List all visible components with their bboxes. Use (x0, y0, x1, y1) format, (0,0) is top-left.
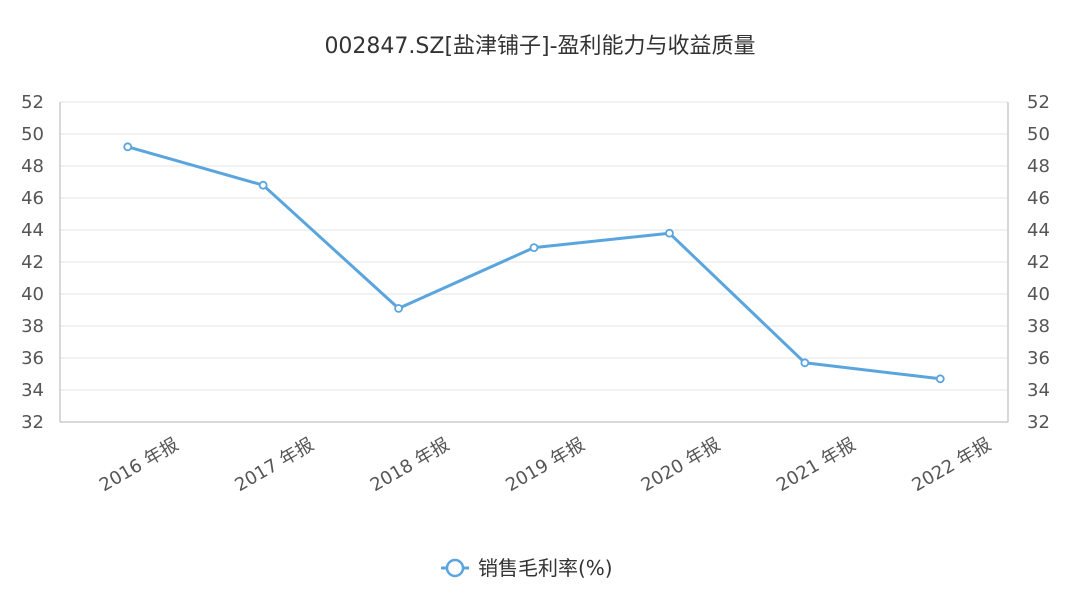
left-y-axis-ticks: 32 34 36 38 40 42 44 46 48 50 52 (21, 92, 44, 433)
series-line (126, 145, 942, 381)
x-tick-label: 2019 年报 (502, 434, 588, 496)
data-point[interactable] (123, 142, 133, 152)
y-tick-label-left: 52 (21, 92, 44, 113)
y-tick-label-left: 34 (21, 380, 44, 401)
y-tick-label-left: 42 (21, 252, 44, 273)
data-point[interactable] (258, 180, 268, 190)
data-point[interactable] (665, 228, 674, 238)
y-tick-label-right: 46 (1027, 188, 1050, 209)
y-tick-label-left: 48 (21, 156, 44, 177)
axes (59, 102, 1009, 423)
y-tick-label-right: 38 (1027, 316, 1050, 337)
y-tick-label-left: 38 (21, 316, 44, 337)
y-tick-label-right: 36 (1027, 348, 1050, 369)
y-tick-label-left: 40 (21, 284, 44, 305)
y-tick-label-right: 34 (1027, 380, 1050, 401)
y-tick-label-right: 32 (1027, 412, 1050, 433)
legend[interactable]: 销售毛利率(%) (441, 556, 613, 580)
legend-circle-icon (445, 558, 465, 578)
y-tick-label-left: 46 (21, 188, 44, 209)
data-point[interactable] (800, 358, 810, 368)
x-tick-label: 2021 年报 (773, 434, 859, 496)
right-y-axis-ticks: 32 34 36 38 40 42 44 46 48 50 52 (1027, 92, 1050, 433)
y-tick-label-right: 40 (1027, 284, 1050, 305)
y-tick-label-right: 42 (1027, 252, 1050, 273)
y-tick-label-right: 48 (1027, 156, 1050, 177)
data-point[interactable] (394, 303, 403, 313)
y-tick-label-left: 32 (21, 412, 44, 433)
y-tick-label-left: 36 (21, 348, 44, 369)
y-tick-label-right: 50 (1027, 124, 1050, 145)
y-tick-label-left: 44 (21, 220, 44, 241)
data-point[interactable] (529, 243, 539, 253)
chart-title: 002847.SZ[盐津铺子]-盈利能力与收益质量 (324, 34, 755, 59)
data-point[interactable] (935, 374, 945, 384)
x-tick-label: 2020 年报 (638, 434, 724, 496)
series-group (123, 142, 945, 384)
y-tick-label-left: 50 (21, 124, 44, 145)
x-tick-label: 2016 年报 (96, 434, 182, 496)
x-tick-label: 2017 年报 (231, 434, 317, 496)
gridlines (60, 101, 1008, 423)
x-tick-label: 2018 年报 (367, 434, 453, 496)
y-tick-label-right: 44 (1027, 220, 1050, 241)
legend-label: 销售毛利率(%) (478, 556, 613, 580)
x-axis-ticks: 2016 年报 2017 年报 2018 年报 2019 年报 2020 年报 2021 … (96, 434, 995, 496)
y-tick-label-right: 52 (1027, 92, 1050, 113)
x-tick-label: 2022 年报 (908, 434, 994, 496)
